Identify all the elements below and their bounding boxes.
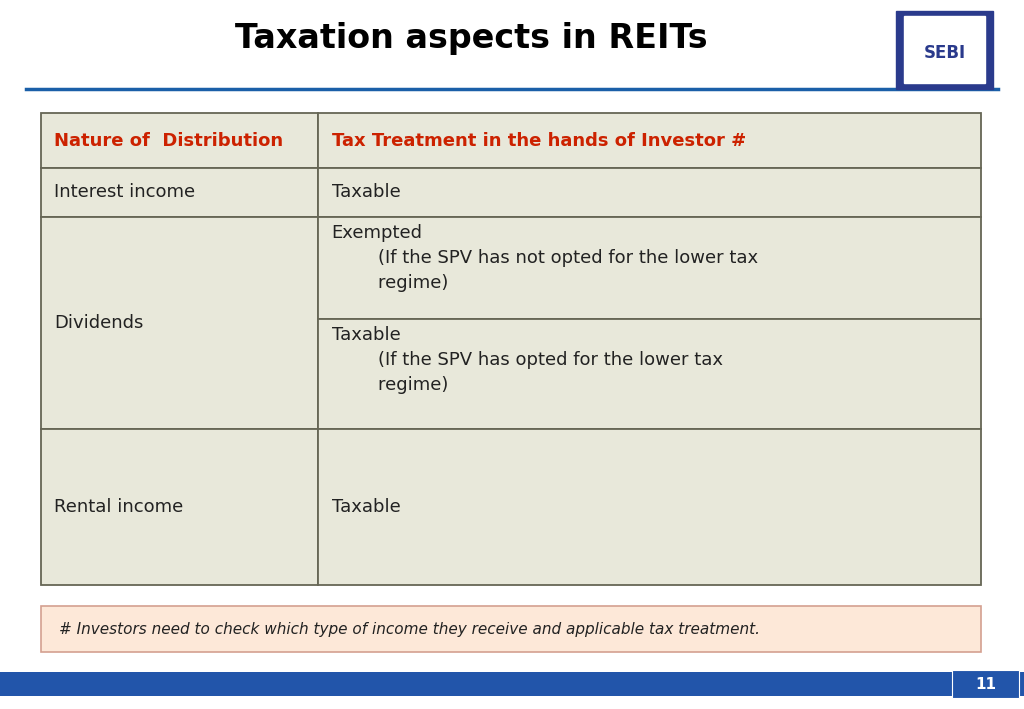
- Text: Taxable: Taxable: [332, 184, 400, 201]
- Text: 11: 11: [975, 676, 996, 692]
- Bar: [952, 670, 1019, 698]
- Bar: [318, 430, 981, 585]
- Text: Dividends: Dividends: [54, 314, 143, 333]
- Text: Nature of  Distribution: Nature of Distribution: [54, 132, 284, 150]
- Bar: [41, 430, 318, 585]
- Bar: [896, 11, 993, 89]
- Bar: [0, 672, 1024, 696]
- Text: Exempted
        (If the SPV has not opted for the lower tax
        regime): Exempted (If the SPV has not opted for t…: [332, 224, 758, 292]
- Bar: [318, 217, 981, 318]
- Bar: [41, 606, 981, 652]
- Bar: [41, 217, 318, 430]
- Text: Taxable: Taxable: [332, 498, 400, 516]
- Bar: [904, 16, 985, 83]
- Bar: [318, 318, 981, 430]
- Text: Rental income: Rental income: [54, 498, 183, 516]
- Bar: [318, 113, 981, 167]
- Bar: [41, 167, 318, 217]
- Bar: [318, 167, 981, 217]
- Text: Interest income: Interest income: [54, 184, 196, 201]
- Text: SEBI: SEBI: [924, 44, 966, 62]
- Text: Taxable
        (If the SPV has opted for the lower tax
        regime): Taxable (If the SPV has opted for the lo…: [332, 325, 723, 393]
- Text: # Investors need to check which type of income they receive and applicable tax t: # Investors need to check which type of …: [59, 622, 761, 637]
- Bar: [41, 113, 318, 167]
- Text: Taxation aspects in REITs: Taxation aspects in REITs: [234, 23, 708, 55]
- Text: Tax Treatment in the hands of Investor #: Tax Treatment in the hands of Investor #: [332, 132, 745, 150]
